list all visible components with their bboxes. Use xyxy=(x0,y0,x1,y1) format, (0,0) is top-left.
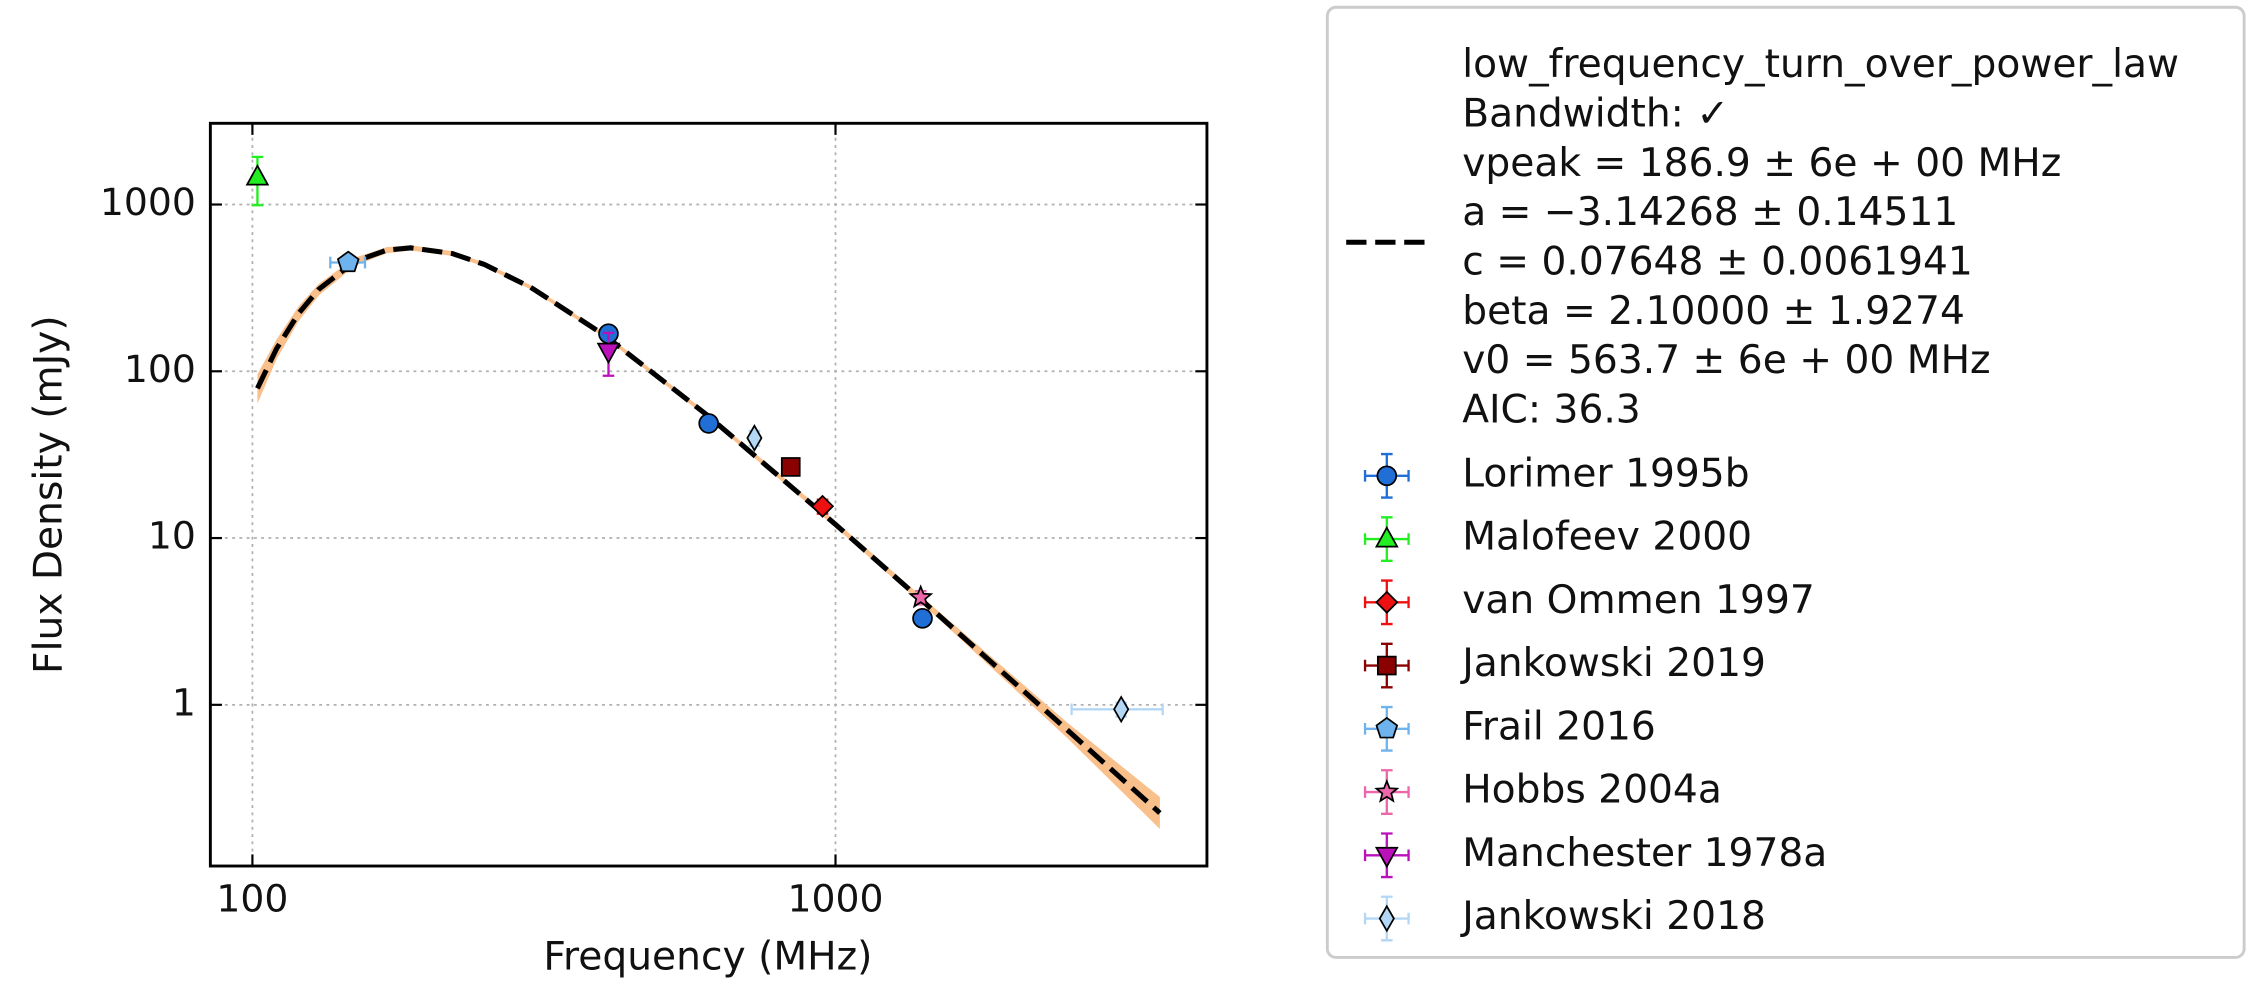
y-tick-label: 100 xyxy=(124,347,196,391)
legend-label: Malofeev 2000 xyxy=(1462,515,1752,560)
plot-frame xyxy=(208,121,1209,868)
data-point xyxy=(746,424,763,453)
legend-swatch xyxy=(1376,655,1397,676)
x-tick-label: 100 xyxy=(216,876,288,920)
legend-label: Lorimer 1995b xyxy=(1462,451,1749,496)
data-point xyxy=(810,494,835,518)
legend-label: Hobbs 2004a xyxy=(1462,768,1722,813)
legend-label: Frail 2016 xyxy=(1462,704,1656,749)
legend-swatch xyxy=(1374,525,1399,548)
legend-swatch xyxy=(1375,590,1399,614)
legend-label: Jankowski 2019 xyxy=(1459,641,1766,686)
legend-swatch xyxy=(1378,904,1395,933)
legend-box xyxy=(1325,5,2246,959)
data-point xyxy=(336,250,360,273)
data-point xyxy=(908,584,934,609)
fit-band xyxy=(257,245,1160,830)
data-point xyxy=(1113,695,1130,724)
y-tick-label: 1000 xyxy=(100,180,196,224)
legend-label: van Ommen 1997 xyxy=(1462,578,1815,623)
data-point xyxy=(245,163,270,186)
legend-label: v0 = 563.7 ± 6e + 00 MHz xyxy=(1462,338,1990,383)
fit-line xyxy=(255,245,1162,815)
legend-label: Bandwidth: ✓ xyxy=(1462,92,1729,137)
legend-label: a = −3.14268 ± 0.14511 xyxy=(1462,190,1958,235)
legend-label: low_frequency_turn_over_power_law xyxy=(1462,42,2179,87)
x-axis-label: Frequency (MHz) xyxy=(543,934,872,979)
legend-label: Manchester 1978a xyxy=(1462,831,1827,876)
y-axis-label: Flux Density (mJy) xyxy=(26,315,71,674)
legend-swatch xyxy=(1374,778,1400,803)
x-tick-label: 1000 xyxy=(788,876,884,920)
legend-swatch xyxy=(1376,465,1398,487)
data-point xyxy=(780,457,801,477)
y-tick-label: 1 xyxy=(172,680,196,724)
legend-label: AIC: 36.3 xyxy=(1462,387,1640,432)
legend-swatch xyxy=(1375,716,1399,739)
y-tick-label: 10 xyxy=(148,514,196,558)
legend-label: Jankowski 2018 xyxy=(1459,894,1766,939)
legend-swatch xyxy=(1374,846,1399,869)
legend-label: vpeak = 186.9 ± 6e + 00 MHz xyxy=(1462,141,2061,186)
legend-label: c = 0.07648 ± 0.0061941 xyxy=(1462,240,1973,285)
data-point xyxy=(912,608,933,629)
data-point xyxy=(698,413,719,434)
legend-label: beta = 2.10000 ± 1.9274 xyxy=(1462,289,1965,334)
data-point xyxy=(596,342,621,365)
